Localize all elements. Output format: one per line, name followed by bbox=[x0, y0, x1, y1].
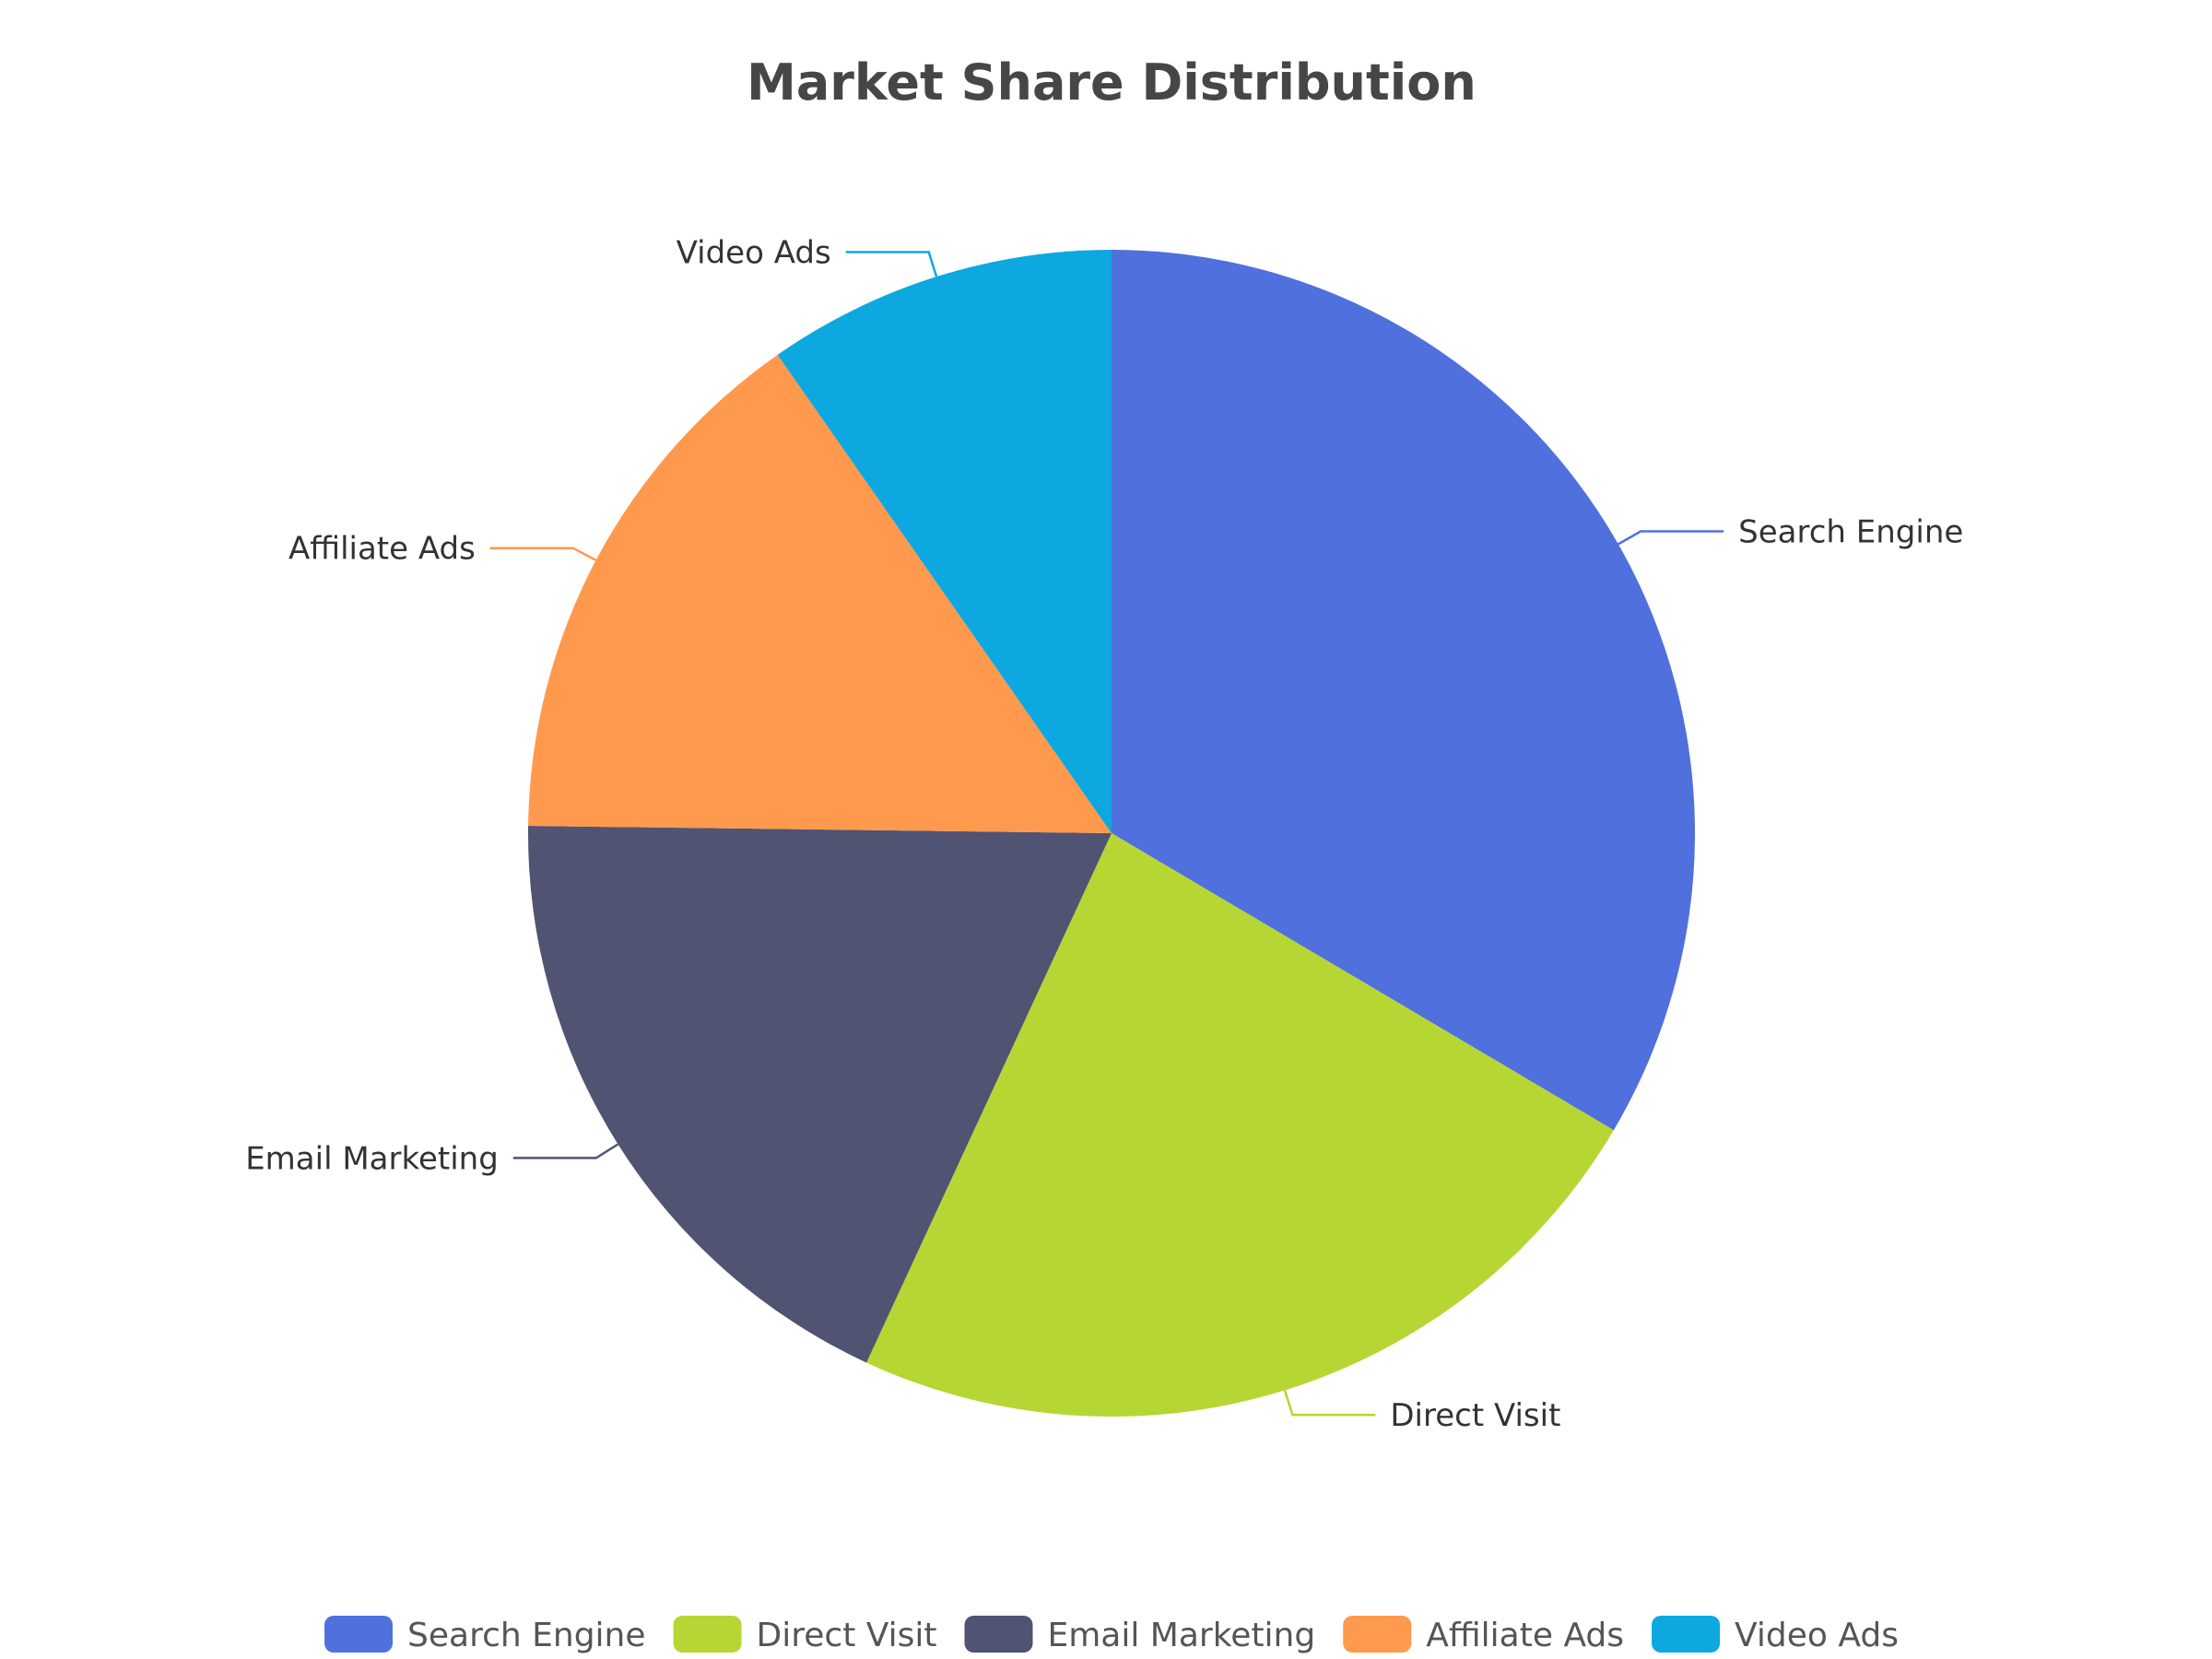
legend-swatch-direct-visit bbox=[673, 1616, 742, 1653]
pie-slice-search-engine[interactable] bbox=[1112, 250, 1696, 1131]
legend-item-video-ads[interactable]: Video Ads bbox=[1652, 1616, 1899, 1654]
pie-slices bbox=[528, 250, 1696, 1418]
pie-slice-video-ads[interactable] bbox=[777, 250, 1112, 833]
legend-label-email-marketing: Email Marketing bbox=[1047, 1617, 1315, 1654]
leader-line-affiliate-ads bbox=[489, 547, 597, 561]
legend-item-direct-visit[interactable]: Direct Visit bbox=[673, 1616, 937, 1654]
slice-label-video-ads: Video Ads bbox=[677, 234, 831, 271]
slice-label-search-engine: Search Engine bbox=[1738, 514, 1963, 551]
legend: Search Engine Direct Visit Email Marketing… bbox=[324, 1616, 1899, 1654]
slice-labels: Search Engine Direct Visit Email Marketing… bbox=[245, 234, 1963, 1434]
leader-line-email-marketing bbox=[512, 1143, 619, 1159]
legend-swatch-video-ads bbox=[1652, 1616, 1721, 1653]
leader-line-video-ads bbox=[845, 251, 938, 277]
legend-label-search-engine: Search Engine bbox=[407, 1617, 646, 1654]
legend-label-direct-visit: Direct Visit bbox=[757, 1617, 937, 1654]
legend-label-affiliate-ads: Affiliate Ads bbox=[1426, 1617, 1624, 1654]
pie-slice-email-marketing[interactable] bbox=[528, 826, 1112, 1363]
pie-slice-affiliate-ads[interactable] bbox=[528, 354, 1112, 833]
pie-slice-direct-visit[interactable] bbox=[866, 833, 1614, 1418]
legend-label-video-ads: Video Ads bbox=[1735, 1617, 1899, 1654]
slice-label-email-marketing: Email Marketing bbox=[245, 1140, 499, 1177]
legend-swatch-email-marketing bbox=[964, 1616, 1033, 1653]
legend-item-email-marketing[interactable]: Email Marketing bbox=[964, 1616, 1315, 1654]
slice-label-affiliate-ads: Affiliate Ads bbox=[288, 531, 476, 568]
chart-title: Market Share Distribution bbox=[747, 53, 1477, 112]
leader-line-direct-visit bbox=[1283, 1390, 1376, 1417]
legend-swatch-affiliate-ads bbox=[1343, 1616, 1412, 1653]
leader-line-search-engine bbox=[1618, 530, 1724, 546]
slice-label-direct-visit: Direct Visit bbox=[1390, 1397, 1560, 1434]
label-leader-lines bbox=[489, 251, 1724, 1417]
legend-item-affiliate-ads[interactable]: Affiliate Ads bbox=[1343, 1616, 1624, 1654]
legend-item-search-engine[interactable]: Search Engine bbox=[324, 1616, 646, 1654]
legend-swatch-search-engine bbox=[324, 1616, 394, 1653]
